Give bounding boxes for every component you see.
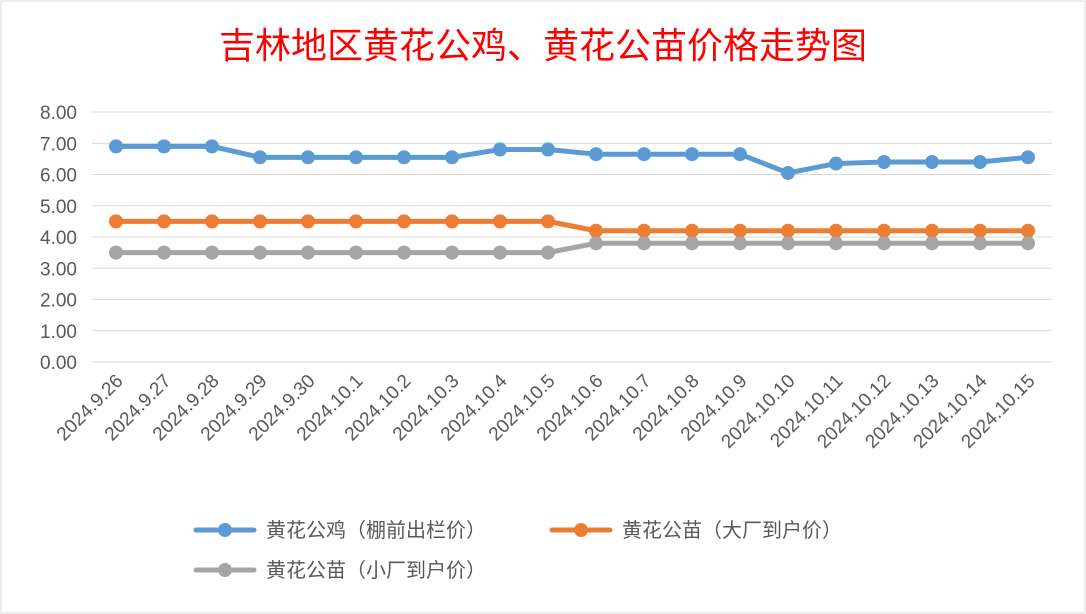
data-point [541,142,555,157]
data-point [829,223,843,238]
data-point [205,214,219,229]
data-point [1021,236,1035,251]
data-point [637,223,651,238]
data-point [493,245,507,260]
data-point [973,155,987,169]
data-point [109,214,123,229]
data-point [157,245,171,260]
y-tick-label: 3.00 [40,259,77,280]
data-point [349,245,363,260]
data-point [733,223,747,238]
y-tick-label: 2.00 [40,291,77,312]
data-point [589,147,603,162]
data-point [205,139,219,154]
legend: 黄花公鸡（棚前出栏价） 黄花公苗（大厂到户价） 黄花公苗（小厂到户价） [193,518,842,582]
data-point [445,214,459,229]
data-point [349,150,363,165]
data-point [541,214,555,229]
legend-swatch-marker [574,523,588,537]
y-tick-label: 1.00 [40,322,77,343]
legend-item: 黄花公鸡（棚前出栏价） [193,518,486,542]
y-tick-label: 4.00 [40,228,77,249]
y-tick-label: 6.00 [40,166,77,187]
data-point [1021,150,1035,165]
series-1 [109,139,1035,180]
gridlines [92,111,1052,363]
data-point [253,245,267,260]
data-point [253,214,267,229]
data-point [157,139,171,154]
data-point [493,214,507,229]
series-lines [109,139,1035,260]
data-point [637,147,651,162]
data-point [781,223,795,238]
series-line [113,240,1031,256]
data-point [973,223,987,238]
legend-label: 黄花公苗（小厂到户价） [266,558,486,582]
data-point [589,236,603,251]
data-point [733,236,747,251]
legend-item: 黄花公苗（小厂到户价） [193,558,486,582]
data-point [205,245,219,260]
data-point [301,214,315,229]
data-point [685,236,699,251]
y-tick-label: 7.00 [40,134,77,155]
data-point [397,214,411,229]
y-axis-ticks: 0.00 1.00 2.00 3.00 4.00 5.00 6.00 7.00 8.00 [40,103,77,374]
data-point [925,223,939,238]
y-tick-label: 8.00 [40,103,77,124]
data-point [493,142,507,157]
data-point [445,245,459,260]
data-point [925,236,939,251]
series-2 [109,214,1035,238]
y-tick-label: 5.00 [40,197,77,218]
data-point [829,236,843,251]
data-point [685,147,699,162]
data-point [685,223,699,238]
data-point [301,150,315,165]
data-point [109,139,123,154]
legend-item: 黄花公苗（大厂到户价） [549,518,842,542]
data-point [925,155,939,169]
data-point [877,223,891,238]
legend-swatch-marker [218,563,232,577]
data-point [349,214,363,229]
data-point [253,150,267,165]
data-point [877,236,891,251]
data-point [397,245,411,260]
data-point [781,165,795,180]
series-3 [109,236,1035,260]
data-point [157,214,171,229]
legend-swatch-marker [218,523,232,537]
data-point [877,155,891,169]
data-point [973,236,987,251]
series-line [113,143,1031,176]
data-point [781,236,795,251]
data-point [829,156,843,171]
data-point [301,245,315,260]
series-line [113,218,1031,234]
data-point [541,245,555,260]
data-point [397,150,411,165]
data-point [589,223,603,238]
data-point [445,150,459,165]
legend-label: 黄花公苗（大厂到户价） [622,518,842,542]
y-tick-label: 0.00 [40,353,77,374]
data-point [109,245,123,260]
data-point [637,236,651,251]
data-point [1021,223,1035,238]
legend-label: 黄花公鸡（棚前出栏价） [266,518,486,542]
data-point [733,147,747,162]
chart-title: 吉林地区黄花公鸡、黄花公苗价格走势图 [219,26,867,67]
